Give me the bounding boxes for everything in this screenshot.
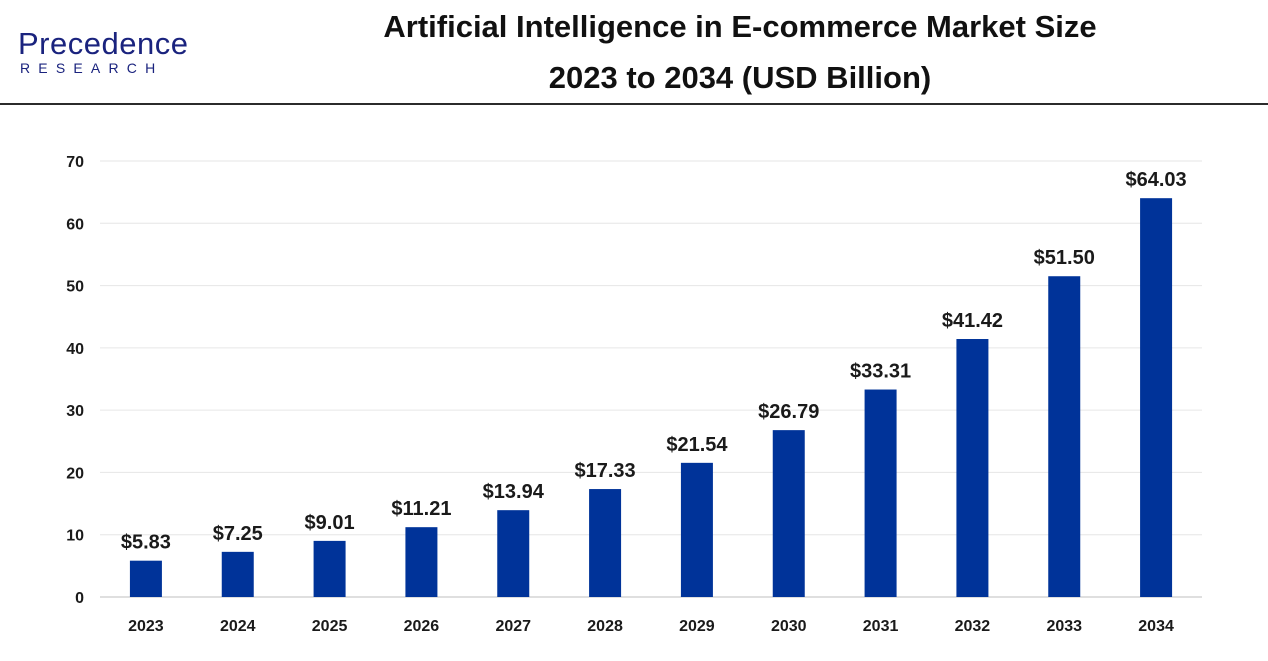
bar <box>221 551 254 597</box>
y-tick-label: 70 <box>66 154 84 171</box>
y-tick-label: 50 <box>66 279 84 296</box>
data-label: $13.94 <box>483 481 545 503</box>
bar <box>1140 198 1173 597</box>
data-label: $9.01 <box>305 512 355 534</box>
y-tick-label: 20 <box>66 465 84 482</box>
chart-title: Artificial Intelligence in E-commerce Ma… <box>383 9 1097 44</box>
labels: $5.83 $7.25 $9.01 $11.21 $13.94 $17.33 $21.54 $… <box>121 169 1187 554</box>
x-tick-label: 2028 <box>587 618 623 635</box>
data-label: $26.79 <box>758 401 819 423</box>
y-tick-label: 10 <box>66 528 84 545</box>
data-label: $5.83 <box>121 532 171 554</box>
bar <box>589 489 622 597</box>
bar <box>313 540 346 597</box>
y-tick-label: 0 <box>75 590 84 607</box>
y-tick-label: 60 <box>66 216 84 233</box>
data-label: $7.25 <box>213 523 263 545</box>
chart-subtitle: 2023 to 2034 (USD Billion) <box>548 60 932 95</box>
x-tick-label: 2023 <box>128 618 164 635</box>
data-label: $33.31 <box>850 361 911 383</box>
x-tick-label: 2033 <box>1046 618 1082 635</box>
bar <box>1048 276 1081 597</box>
bar <box>772 430 805 597</box>
gridlines <box>100 160 1202 536</box>
bar <box>864 389 897 597</box>
header-divider <box>0 103 1268 105</box>
data-label: $64.03 <box>1125 169 1186 191</box>
bar <box>497 510 530 597</box>
x-tick-label: 2032 <box>955 618 991 635</box>
x-tick-label: 2024 <box>220 618 256 635</box>
x-tick-label: 2029 <box>679 618 715 635</box>
data-label: $17.33 <box>574 460 635 482</box>
brand-tagline: RESEARCH <box>20 60 164 76</box>
data-label: $51.50 <box>1034 247 1095 269</box>
x-tick-label: 2026 <box>404 618 440 635</box>
y-tick-label: 40 <box>66 341 84 358</box>
y-tick-label: 30 <box>66 403 84 420</box>
data-label: $41.42 <box>942 310 1003 332</box>
x-tick-label: 2031 <box>863 618 899 635</box>
x-tick-label: 2034 <box>1138 618 1174 635</box>
brand-logo: Precedence RESEARCH <box>18 26 218 82</box>
bar <box>129 560 162 597</box>
x-tick-label: 2027 <box>495 618 531 635</box>
bar <box>956 339 989 597</box>
data-label: $21.54 <box>666 434 728 456</box>
bars <box>129 198 1173 597</box>
x-tick-label: 2030 <box>771 618 807 635</box>
brand-name: Precedence <box>18 26 189 61</box>
data-label: $11.21 <box>391 498 451 520</box>
bar <box>405 527 438 597</box>
x-tick-label: 2025 <box>312 618 348 635</box>
bar <box>680 462 713 597</box>
